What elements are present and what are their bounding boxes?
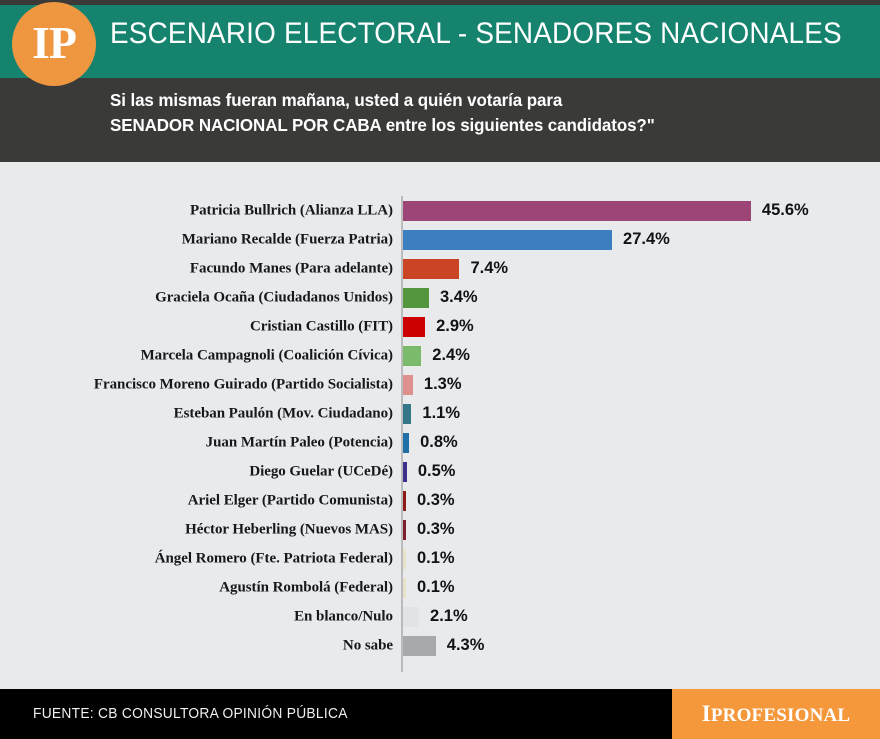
value-label: 3.4% bbox=[439, 288, 478, 306]
category-label: Facundo Manes (Para adelante) bbox=[189, 260, 393, 276]
category-label: Cristian Castillo (FIT) bbox=[249, 318, 393, 334]
bar-row: Esteban Paulón (Mov. Ciudadano) 1.1% bbox=[0, 399, 880, 428]
value-label: 0.1% bbox=[417, 578, 455, 596]
value-label: 7.4% bbox=[470, 259, 509, 277]
footer-source-text: FUENTE: CB CONSULTORA OPINIÓN PÚBLICA bbox=[33, 706, 348, 722]
bar-and-value: 7.4% bbox=[403, 258, 509, 279]
value-label: 0.5% bbox=[417, 462, 456, 480]
bar-and-value: 3.4% bbox=[403, 287, 478, 308]
header-green-band bbox=[0, 5, 880, 78]
footer-bar: FUENTE: CB CONSULTORA OPINIÓN PÚBLICA IP… bbox=[0, 689, 880, 739]
bar bbox=[403, 606, 420, 627]
value-label: 2.1% bbox=[430, 607, 468, 625]
bar-row: Mariano Recalde (Fuerza Patria) 27.4% bbox=[0, 225, 880, 254]
bar-row: Héctor Heberling (Nuevos MAS) 0.3% bbox=[0, 515, 880, 544]
bar bbox=[403, 374, 413, 395]
bar bbox=[403, 635, 436, 656]
category-label: Ángel Romero (Fte. Patriota Federal) bbox=[154, 550, 393, 566]
logo-text: IP bbox=[32, 16, 77, 68]
bar bbox=[403, 432, 410, 453]
bar-and-value: 27.4% bbox=[403, 229, 670, 250]
bar-row: No sabe 4.3% bbox=[0, 631, 880, 660]
bar-chart-plot: Patricia Bullrich (Alianza LLA) 45.6% Mari… bbox=[0, 196, 880, 672]
question-line-2: SENADOR NACIONAL POR CABA entre los sigu… bbox=[110, 114, 655, 135]
category-label: Héctor Heberling (Nuevos MAS) bbox=[185, 521, 393, 537]
chart-area: Patricia Bullrich (Alianza LLA) 45.6% Mari… bbox=[0, 162, 880, 689]
bar-row: Ariel Elger (Partido Comunista) 0.3% bbox=[0, 486, 880, 515]
bar-row: Facundo Manes (Para adelante) 7.4% bbox=[0, 254, 880, 283]
bar-and-value: 2.1% bbox=[403, 606, 468, 627]
bar-and-value: 2.9% bbox=[403, 316, 474, 337]
value-label: 45.6% bbox=[761, 201, 809, 219]
bar-and-value: 1.3% bbox=[403, 374, 462, 395]
category-label: Diego Guelar (UCeDé) bbox=[249, 463, 393, 479]
bar-row: Agustín Rombolá (Federal) 0.1% bbox=[0, 573, 880, 602]
bar-row: Graciela Ocaña (Ciudadanos Unidos) 3.4% bbox=[0, 283, 880, 312]
bar-row: Diego Guelar (UCeDé) 0.5% bbox=[0, 457, 880, 486]
bar bbox=[403, 403, 412, 424]
value-label: 4.3% bbox=[446, 636, 485, 654]
value-label: 27.4% bbox=[623, 230, 670, 248]
bar-and-value: 0.8% bbox=[403, 432, 458, 453]
bar-and-value: 4.3% bbox=[403, 635, 485, 656]
category-label: Francisco Moreno Guirado (Partido Social… bbox=[93, 376, 393, 392]
bar-row: Francisco Moreno Guirado (Partido Social… bbox=[0, 370, 880, 399]
bar-row: Patricia Bullrich (Alianza LLA) 45.6% bbox=[0, 196, 880, 225]
page-title: ESCENARIO ELECTORAL - SENADORES NACIONAL… bbox=[110, 17, 842, 50]
survey-question: Si las mismas fueran mañana, usted a qui… bbox=[110, 88, 828, 138]
bar-row: Cristian Castillo (FIT) 2.9% bbox=[0, 312, 880, 341]
iprofesional-logo: IP bbox=[12, 2, 96, 86]
bar bbox=[403, 258, 460, 279]
bar-and-value: 0.1% bbox=[403, 548, 455, 569]
category-label: Ariel Elger (Partido Comunista) bbox=[187, 492, 393, 508]
category-label: Patricia Bullrich (Alianza LLA) bbox=[189, 202, 393, 218]
bar bbox=[403, 548, 406, 569]
value-label: 0.3% bbox=[417, 491, 455, 509]
value-label: 0.1% bbox=[417, 549, 455, 567]
footer-brand-text: IPROFESIONAL bbox=[702, 701, 851, 727]
value-label: 1.3% bbox=[423, 375, 462, 393]
bar-and-value: 2.4% bbox=[403, 345, 470, 366]
bar bbox=[403, 490, 406, 511]
bar bbox=[403, 229, 613, 250]
bar-row: En blanco/Nulo 2.1% bbox=[0, 602, 880, 631]
bar-and-value: 0.3% bbox=[403, 490, 455, 511]
value-label: 2.9% bbox=[436, 317, 474, 335]
value-label: 0.3% bbox=[417, 520, 455, 538]
bar bbox=[403, 519, 406, 540]
question-line-1: Si las mismas fueran mañana, usted a qui… bbox=[110, 90, 563, 110]
category-label: En blanco/Nulo bbox=[294, 608, 393, 624]
bar bbox=[403, 577, 406, 598]
brand-rest: PROFESIONAL bbox=[710, 705, 851, 726]
bar-and-value: 45.6% bbox=[403, 200, 809, 221]
brand-initial: I bbox=[701, 701, 711, 726]
bar bbox=[403, 200, 751, 221]
category-label: Juan Martín Paleo (Potencia) bbox=[205, 434, 393, 450]
y-axis-line bbox=[401, 196, 403, 672]
bar-and-value: 0.1% bbox=[403, 577, 455, 598]
bar-and-value: 1.1% bbox=[403, 403, 460, 424]
footer-brand-block: IPROFESIONAL bbox=[672, 689, 880, 739]
value-label: 2.4% bbox=[432, 346, 470, 364]
bar bbox=[403, 461, 407, 482]
bar bbox=[403, 287, 429, 308]
bar-row: Marcela Campagnoli (Coalición Cívica) 2.4… bbox=[0, 341, 880, 370]
value-label: 0.8% bbox=[420, 433, 458, 451]
bar-and-value: 0.5% bbox=[403, 461, 456, 482]
bar-and-value: 0.3% bbox=[403, 519, 455, 540]
bar-row: Juan Martín Paleo (Potencia) 0.8% bbox=[0, 428, 880, 457]
bar-rows: Patricia Bullrich (Alianza LLA) 45.6% Mari… bbox=[0, 196, 880, 660]
category-label: Marcela Campagnoli (Coalición Cívica) bbox=[140, 347, 393, 363]
category-label: Mariano Recalde (Fuerza Patria) bbox=[181, 231, 393, 247]
category-label: No sabe bbox=[342, 637, 393, 653]
bar-row: Ángel Romero (Fte. Patriota Federal) 0.1% bbox=[0, 544, 880, 573]
value-label: 1.1% bbox=[422, 404, 460, 422]
bar bbox=[403, 316, 426, 337]
category-label: Graciela Ocaña (Ciudadanos Unidos) bbox=[155, 289, 393, 305]
category-label: Esteban Paulón (Mov. Ciudadano) bbox=[173, 405, 393, 421]
category-label: Agustín Rombolá (Federal) bbox=[219, 579, 393, 595]
bar bbox=[403, 345, 422, 366]
